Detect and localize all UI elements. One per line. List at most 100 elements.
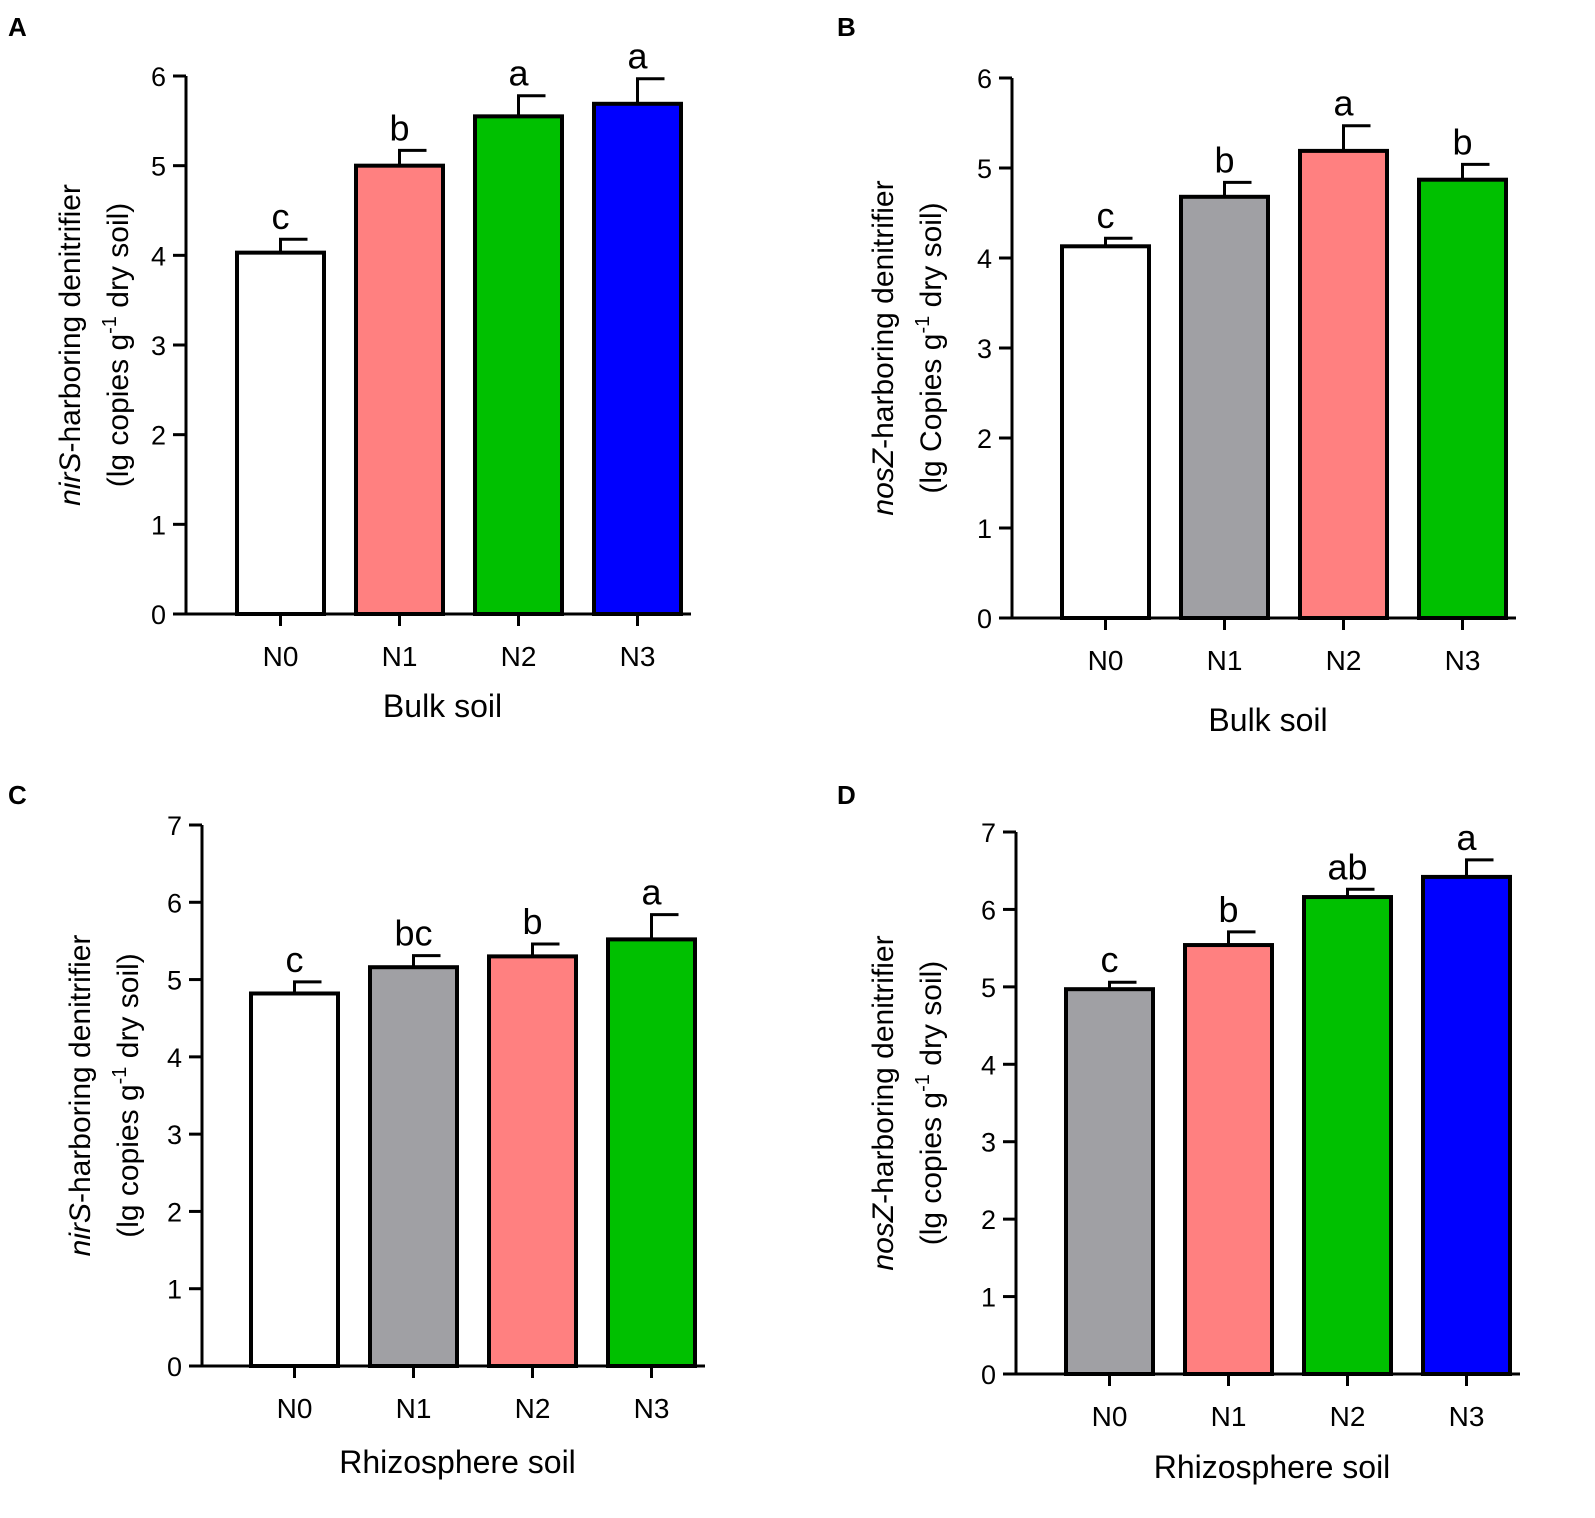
x-tick-label: N3: [620, 641, 656, 672]
bar-n1: [354, 163, 445, 617]
x-tick-label: N3: [634, 1393, 670, 1424]
y-tick-label: 6: [167, 888, 182, 918]
y-axis-title-line1: nosZ-harboring denitrifier: [867, 180, 900, 515]
y-tick-label: 6: [151, 62, 166, 92]
x-tick-label: N1: [1207, 645, 1243, 676]
bar-n3: [1417, 177, 1508, 620]
bar-n3: [592, 101, 683, 617]
y-tick-label: 0: [981, 1360, 996, 1390]
y-tick-label: 5: [977, 154, 992, 184]
significance-letter: c: [272, 196, 290, 237]
gene-name: nosZ: [867, 447, 900, 515]
y-tick-label: 0: [151, 600, 166, 630]
x-tick-label: N1: [396, 1393, 432, 1424]
bar-n0: [1060, 244, 1151, 621]
panel-b: B 0 1 2 3 4 5 6 N0 c N1 b N2 a N3 b Bulk soil nosZ-harbor…: [837, 12, 1516, 738]
gene-name: nosZ: [867, 1202, 900, 1270]
bar-n3: [606, 937, 697, 1369]
x-tick-label: N0: [1088, 645, 1124, 676]
y-title-prefix: (lg copies g: [915, 1092, 948, 1245]
significance-letter: a: [627, 36, 648, 77]
significance-letter: c: [1097, 195, 1115, 236]
y-title-suffix: dry soil): [915, 961, 948, 1074]
y-title-rest: -harboring denitrifier: [867, 935, 900, 1203]
x-tick-label: N3: [1449, 1401, 1485, 1432]
y-tick-label: 4: [151, 241, 166, 271]
bar-n0: [249, 991, 340, 1368]
panel-a: A 0 1 2 3 4 5 6 N0 c N1 b N2 a N3 a Bulk soil nirS-harbor…: [8, 12, 691, 724]
y-tick-label: 1: [151, 510, 166, 540]
bar-n2: [487, 954, 578, 1369]
y-tick-label: 7: [981, 818, 996, 848]
significance-letter: bc: [394, 913, 432, 954]
bar-n2: [473, 114, 564, 616]
significance-letter: a: [1456, 817, 1477, 858]
y-tick-label: 3: [977, 334, 992, 364]
y-title-prefix: (lg copies g: [112, 1084, 145, 1237]
x-tick-label: N2: [515, 1393, 551, 1424]
y-title-rest: -harboring denitrifier: [867, 180, 900, 448]
panel-label: B: [837, 12, 856, 42]
bar-n1: [1179, 194, 1270, 621]
x-tick-label: N3: [1445, 645, 1481, 676]
x-tick-label: N1: [1211, 1401, 1247, 1432]
significance-letter: a: [641, 872, 662, 913]
significance-letter: a: [508, 53, 529, 94]
y-tick-label: 1: [977, 514, 992, 544]
y-tick-label: 7: [167, 811, 182, 841]
significance-letter: b: [1452, 121, 1472, 162]
y-axis-title-line1: nirS-harboring denitrifier: [54, 184, 87, 506]
gene-name: nirS: [64, 1203, 97, 1256]
x-tick-label: N0: [1092, 1401, 1128, 1432]
y-tick-label: 3: [151, 331, 166, 361]
y-tick-label: 2: [977, 424, 992, 454]
y-title-superscript: -1: [99, 316, 121, 334]
y-axis-title-line1: nirS-harboring denitrifier: [64, 935, 97, 1257]
x-tick-label: N0: [263, 641, 299, 672]
y-tick-label: 6: [981, 895, 996, 925]
panel-d: D 0 1 2 3 4 5 6 7 N0 c N1 b N2 ab N3 a Rhizosphere soil no…: [837, 780, 1520, 1485]
y-title-suffix: dry soil): [112, 953, 145, 1066]
panel-label: C: [8, 780, 27, 810]
x-axis-title: Rhizosphere soil: [339, 1444, 576, 1480]
y-title-suffix: dry soil): [915, 202, 948, 315]
y-title-superscript: -1: [109, 1067, 131, 1085]
bar-n2: [1298, 148, 1389, 620]
y-axis-title-line2: (lg copies g-1 dry soil): [109, 953, 145, 1238]
y-axis-title-line1: nosZ-harboring denitrifier: [867, 935, 900, 1270]
y-tick-label: 0: [977, 604, 992, 634]
y-title-superscript: -1: [912, 316, 934, 334]
x-tick-label: N1: [382, 641, 418, 672]
bar-n0: [1064, 987, 1155, 1376]
x-tick-label: N2: [501, 641, 537, 672]
y-tick-label: 4: [981, 1050, 996, 1080]
significance-letter: b: [389, 107, 409, 148]
bar-n2: [1302, 895, 1393, 1376]
y-tick-label: 2: [981, 1205, 996, 1235]
significance-letter: a: [1333, 83, 1354, 124]
y-title-prefix: (lg Copies g: [915, 334, 948, 494]
panel-label: A: [8, 12, 27, 42]
bar-n1: [1183, 943, 1274, 1376]
y-tick-label: 5: [167, 966, 182, 996]
y-tick-label: 5: [151, 152, 166, 182]
y-tick-label: 0: [167, 1352, 182, 1382]
bar-n3: [1421, 874, 1512, 1376]
y-title-prefix: (lg copies g: [102, 334, 135, 487]
x-axis-title: Bulk soil: [1208, 702, 1327, 738]
x-tick-label: N2: [1326, 645, 1362, 676]
panel-label: D: [837, 780, 856, 810]
y-tick-label: 2: [167, 1197, 182, 1227]
y-axis-title-line2: (lg copies g-1 dry soil): [99, 203, 135, 488]
x-axis-title: Rhizosphere soil: [1154, 1449, 1391, 1485]
x-axis-title: Bulk soil: [383, 688, 502, 724]
x-tick-label: N2: [1330, 1401, 1366, 1432]
significance-letter: b: [1218, 889, 1238, 930]
significance-letter: c: [286, 939, 304, 980]
y-axis-title-line2: (lg copies g-1 dry soil): [912, 961, 948, 1246]
y-tick-label: 4: [167, 1043, 182, 1073]
y-tick-label: 3: [981, 1128, 996, 1158]
gene-name: nirS: [54, 453, 87, 506]
y-tick-label: 5: [981, 973, 996, 1003]
